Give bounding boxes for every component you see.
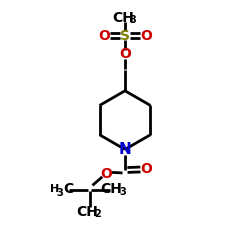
Text: H: H [50,184,59,194]
Text: 3: 3 [57,188,64,198]
Text: S: S [120,29,130,43]
Text: N: N [119,142,132,157]
Text: CH: CH [112,11,134,25]
Text: O: O [140,29,152,43]
Text: O: O [101,167,112,181]
Text: CH: CH [77,205,98,219]
Text: O: O [119,47,131,61]
Text: 3: 3 [119,187,126,197]
Text: 3: 3 [130,15,136,25]
Text: O: O [98,29,110,43]
Text: O: O [140,162,152,176]
Text: 2: 2 [94,209,101,219]
Text: CH: CH [100,182,122,196]
Text: C: C [63,182,74,196]
